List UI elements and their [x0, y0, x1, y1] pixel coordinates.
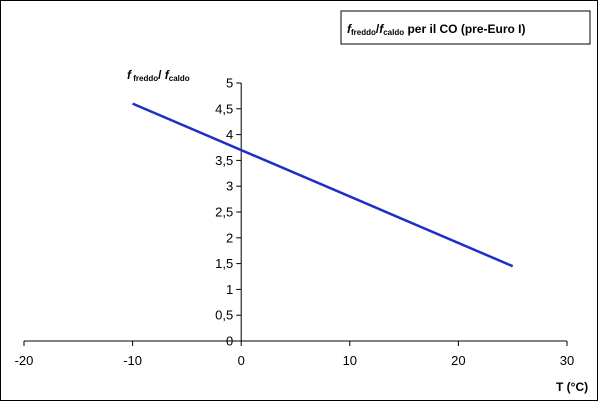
- chart-title: ffreddo/fcaldo per il CO (pre-Euro I): [347, 22, 525, 37]
- y-tick-label: 2: [226, 230, 233, 245]
- y-tick-label: 3,5: [215, 153, 233, 168]
- y-tick-label: 1: [226, 282, 233, 297]
- y-tick-label: 1,5: [215, 256, 233, 271]
- series-layer: [132, 102, 514, 268]
- x-tick-label: 10: [343, 353, 357, 368]
- series-line: [132, 102, 514, 268]
- y-tick-label: 5: [226, 76, 233, 91]
- chart-title-tail: per il CO (pre-Euro I): [404, 22, 525, 36]
- chart-title-slash: /: [376, 22, 380, 36]
- x-tick-label: 0: [238, 353, 245, 368]
- y-tick-label: 4,5: [215, 101, 233, 116]
- y-tick-label: 0,5: [215, 308, 233, 323]
- y-axis-title-f2: f: [165, 68, 170, 82]
- y-axis-title-f1: f: [127, 68, 132, 82]
- y-axis-title: f freddo/ fcaldo: [127, 68, 190, 83]
- y-tick-label: 3: [226, 179, 233, 194]
- x-tick-label: -20: [15, 353, 34, 368]
- x-axis-title: T (°C): [556, 380, 588, 394]
- x-tick-label: 30: [560, 353, 574, 368]
- chart-title-sub2: caldo: [383, 28, 404, 37]
- x-tick-label: -10: [123, 353, 142, 368]
- chart-title-box: [340, 10, 591, 45]
- y-axis-title-slash: /: [158, 68, 165, 82]
- y-axis-title-sub2: caldo: [169, 74, 190, 83]
- chart-title-sub1: freddo: [351, 28, 376, 37]
- y-tick-label: 4: [226, 127, 233, 142]
- chart-title-f2: f: [379, 22, 384, 36]
- y-tick-label: 0: [226, 334, 233, 349]
- axes-layer: -20 -10 0 10 20 30 0 0,5 1 1,5 2 2,5 3 3,5 4 4,5 5: [15, 76, 575, 369]
- x-tick-label: 20: [451, 353, 465, 368]
- y-axis-title-sub1: freddo: [131, 74, 158, 83]
- chart-title-f1: f: [347, 22, 352, 36]
- y-tick-label: 2,5: [215, 205, 233, 220]
